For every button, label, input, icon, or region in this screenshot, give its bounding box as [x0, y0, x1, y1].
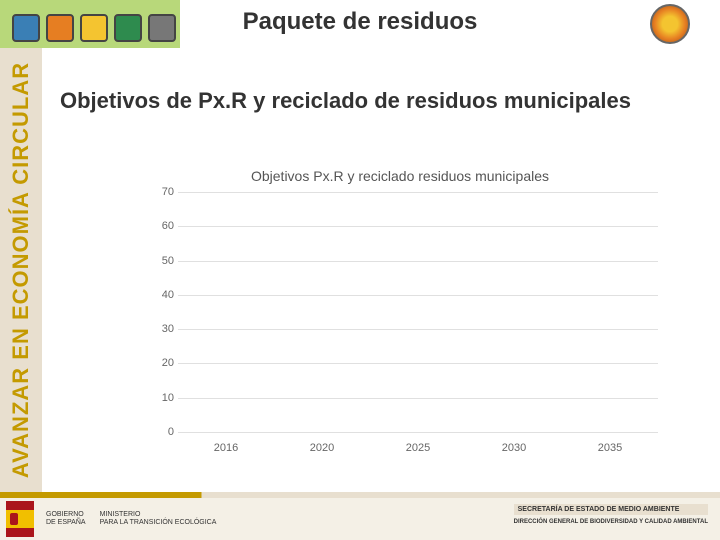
chart-ytick: 0 [150, 426, 174, 438]
chart-gridline [178, 329, 658, 330]
chart-gridline [178, 192, 658, 193]
chart-gridline [178, 295, 658, 296]
chart-ytick: 50 [150, 255, 174, 267]
ministry-line: GOBIERNO [46, 511, 86, 519]
ministry-text2: MINISTERIO PARA LA TRANSICIÓN ECOLÓGICA [100, 511, 217, 528]
ministry-line: PARA LA TRANSICIÓN ECOLÓGICA [100, 519, 217, 527]
chart-gridline [178, 226, 658, 227]
chart-gridline [178, 398, 658, 399]
footer-right: SECRETARÍA DE ESTADO DE MEDIO AMBIENTE D… [514, 504, 708, 526]
chart-ytick: 10 [150, 392, 174, 404]
chart-xtick: 2016 [190, 442, 262, 454]
chart-gridline [178, 261, 658, 262]
chart-gridline [178, 432, 658, 433]
chart-ytick: 60 [150, 220, 174, 232]
chart-xtick: 2030 [478, 442, 550, 454]
ministry-text: GOBIERNO DE ESPAÑA [46, 511, 86, 528]
chart-ytick: 20 [150, 357, 174, 369]
header: Paquete de residuos [0, 0, 720, 48]
footer: GOBIERNO DE ESPAÑA MINISTERIO PARA LA TR… [0, 492, 720, 540]
ministry-line: DE ESPAÑA [46, 519, 86, 527]
page-title: Paquete de residuos [0, 8, 720, 36]
logo-icon [650, 4, 690, 44]
spain-flag-icon [6, 501, 34, 537]
chart: Objetivos Px.R y reciclado residuos muni… [150, 168, 650, 468]
ministry-line: MINISTERIO [100, 511, 217, 519]
footer-right-line2: DIRECCIÓN GENERAL DE BIODIVERSIDAD Y CAL… [514, 519, 708, 526]
sidebar-text-wrap: AVANZAR EN ECONOMÍA CIRCULAR [0, 48, 42, 492]
chart-xtick: 2035 [574, 442, 646, 454]
chart-xlabels: 2016 2020 2025 2030 2035 [178, 442, 658, 454]
chart-ytick: 40 [150, 289, 174, 301]
subtitle: Objetivos de Px.R y reciclado de residuo… [60, 88, 700, 114]
chart-bars [178, 192, 658, 432]
chart-ytick: 70 [150, 186, 174, 198]
sidebar-text: AVANZAR EN ECONOMÍA CIRCULAR [8, 62, 34, 478]
content: Objetivos de Px.R y reciclado de residuo… [60, 60, 700, 144]
footer-body: GOBIERNO DE ESPAÑA MINISTERIO PARA LA TR… [0, 498, 720, 540]
chart-xtick: 2020 [286, 442, 358, 454]
chart-ytick: 30 [150, 323, 174, 335]
chart-title: Objetivos Px.R y reciclado residuos muni… [150, 168, 650, 184]
footer-right-line1: SECRETARÍA DE ESTADO DE MEDIO AMBIENTE [514, 504, 708, 515]
chart-gridline [178, 363, 658, 364]
chart-xtick: 2025 [382, 442, 454, 454]
chart-plot: 20162020202520302035 010203040506070 [178, 192, 658, 432]
